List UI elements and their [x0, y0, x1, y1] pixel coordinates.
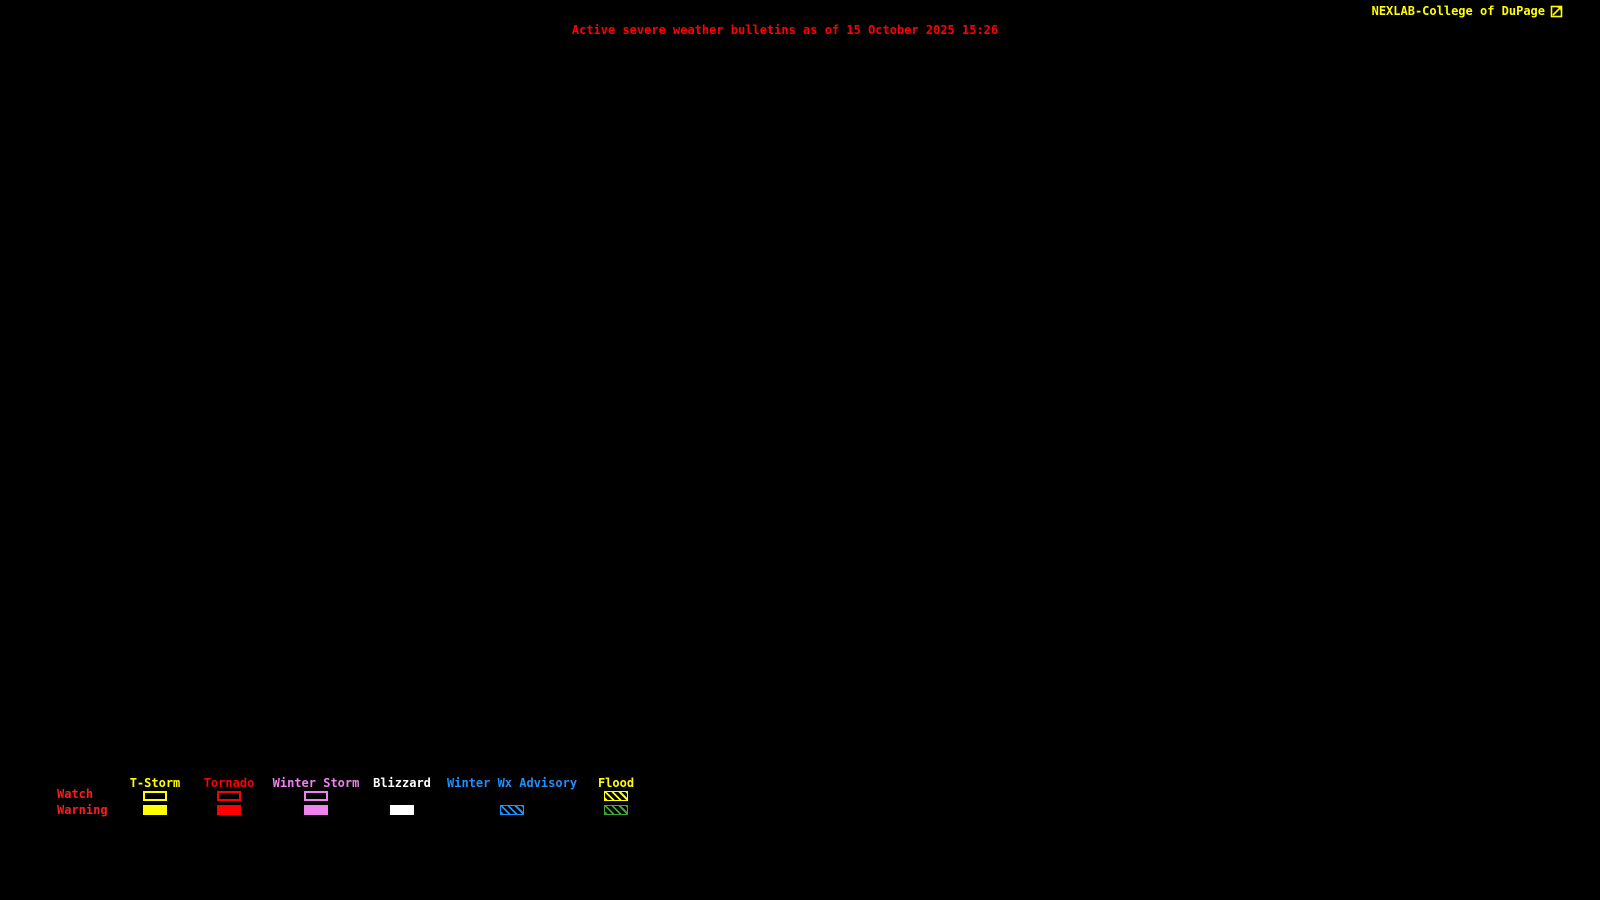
tornado-warning-swatch [217, 805, 241, 815]
tstorm-warning-swatch [143, 805, 167, 815]
legend-row-label-watch: Watch [57, 787, 94, 801]
tstorm-watch-swatch [143, 791, 167, 801]
winter-storm-watch-swatch [304, 791, 328, 801]
legend-column-winter-wx-advisory-label: Winter Wx Advisory [447, 776, 578, 790]
legend-column-blizzard: Blizzard [337, 777, 467, 822]
legend-row-label-warning: Warning [57, 803, 108, 817]
legend-column-tornado-label: Tornado [203, 776, 255, 790]
legend-column-winter-wx-advisory: Winter Wx Advisory [447, 777, 577, 822]
bulletin-timestamp-title: Active severe weather bulletins as of 15… [571, 23, 999, 37]
legend-column-tornado: Tornado [164, 777, 294, 822]
legend-column-tstorm: T-Storm [90, 777, 220, 822]
legend-column-flood-label: Flood [597, 776, 635, 790]
cod-window-logo-icon [1550, 4, 1564, 18]
tornado-watch-swatch [217, 791, 241, 801]
winter-wx-advisory-warning-swatch [500, 805, 524, 815]
winter-storm-warning-swatch [304, 805, 328, 815]
blizzard-warning-swatch [390, 805, 414, 815]
legend-column-blizzard-label: Blizzard [373, 776, 431, 790]
legend-column-winter-storm-label: Winter Storm [272, 776, 360, 790]
legend-column-tstorm-label: T-Storm [129, 776, 181, 790]
brand-area: NEXLAB-College of DuPage [1372, 4, 1564, 18]
legend-column-winter-storm: Winter Storm [251, 777, 381, 822]
flood-warning-swatch [604, 805, 628, 815]
legend: Watch Warning T-Storm Tornado Winter Sto… [0, 777, 700, 822]
flood-watch-swatch [604, 791, 628, 801]
legend-column-flood: Flood [551, 777, 681, 822]
brand-text: NEXLAB-College of DuPage [1371, 4, 1545, 18]
